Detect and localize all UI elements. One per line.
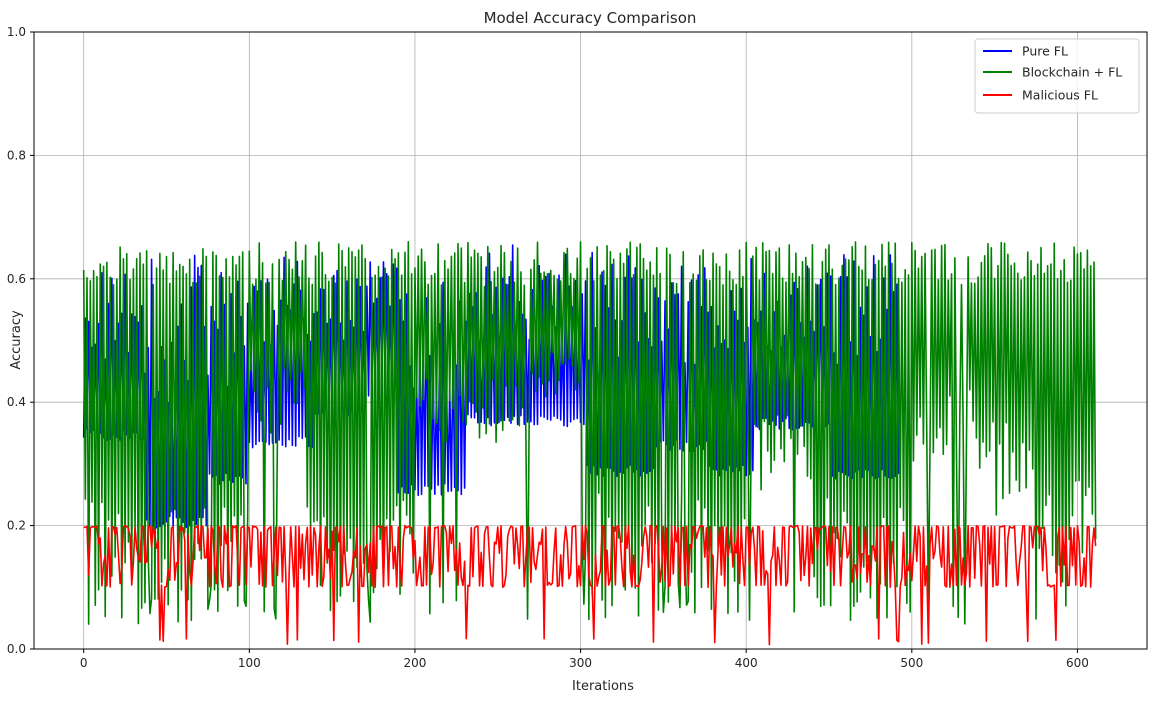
x-tick-label: 300	[569, 656, 592, 670]
series-line-blockchain-fl	[82, 240, 1097, 625]
y-tick-label: 0.8	[7, 148, 26, 162]
y-tick-label: 1.0	[7, 25, 26, 39]
x-tick-label: 500	[900, 656, 923, 670]
tick-layer: 0 100 200 300 400 500 600 0.0 0.2 0.4 0.6 0.8 1.0	[7, 25, 1089, 670]
x-tick-label: 200	[403, 656, 426, 670]
series-line-pure-fl	[82, 244, 900, 529]
legend-box	[974, 38, 1140, 114]
series-layer	[82, 240, 1097, 646]
y-tick-label: 0.0	[7, 642, 26, 656]
chart-title: Model Accuracy Comparison	[484, 9, 697, 27]
x-axis-label: Iterations	[572, 679, 634, 694]
legend-label-blockchain-fl: Blockchain + FL	[1022, 65, 1122, 80]
x-tick-label: 400	[735, 656, 758, 670]
x-tick-label: 100	[238, 656, 261, 670]
legend-label-malicious-fl: Malicious FL	[1022, 88, 1098, 103]
plot-frame	[33, 31, 1148, 650]
y-axis-label: Accuracy	[9, 310, 24, 370]
series-line-malicious-fl	[83, 524, 1097, 646]
y-tick-label: 0.2	[7, 519, 26, 533]
y-tick-label: 0.6	[7, 272, 26, 286]
legend: Pure FL Blockchain + FL Malicious FL	[974, 38, 1140, 114]
x-tick-label: 0	[80, 656, 88, 670]
x-tick-label: 600	[1066, 656, 1089, 670]
y-tick-label: 0.4	[7, 395, 26, 409]
legend-label-pure-fl: Pure FL	[1022, 44, 1068, 59]
